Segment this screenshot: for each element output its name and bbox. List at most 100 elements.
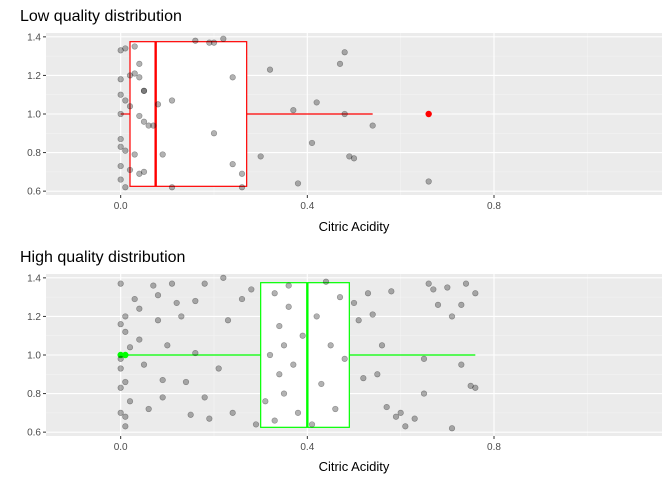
data-point bbox=[374, 371, 381, 378]
data-point bbox=[290, 361, 297, 368]
data-point bbox=[154, 292, 162, 299]
x-tick-label: 0.0 bbox=[114, 201, 128, 212]
data-point bbox=[280, 390, 288, 397]
data-point bbox=[126, 398, 134, 405]
data-point bbox=[206, 415, 213, 422]
x-tick-label: 0.4 bbox=[300, 201, 314, 212]
data-point bbox=[238, 295, 246, 303]
data-point bbox=[159, 376, 166, 384]
data-point bbox=[467, 382, 474, 389]
data-point bbox=[294, 180, 302, 187]
data-point bbox=[117, 365, 124, 372]
data-point bbox=[117, 143, 124, 150]
data-point bbox=[397, 409, 404, 416]
data-point bbox=[122, 147, 129, 154]
data-point bbox=[434, 301, 442, 308]
box-iqr bbox=[129, 41, 248, 187]
data-point bbox=[257, 153, 264, 160]
data-point bbox=[271, 417, 278, 424]
y-tick-label: 1.2 bbox=[27, 71, 41, 82]
data-point bbox=[117, 355, 124, 362]
data-point bbox=[360, 375, 367, 382]
data-point bbox=[201, 394, 208, 401]
data-point bbox=[220, 274, 227, 281]
data-point bbox=[229, 74, 236, 81]
x-axis-title-high: Citric Acidity bbox=[319, 459, 390, 474]
data-point bbox=[341, 110, 348, 118]
data-point bbox=[117, 47, 124, 54]
x-tick-label: 0.0 bbox=[114, 442, 128, 453]
data-point bbox=[355, 317, 362, 324]
data-point bbox=[392, 413, 400, 420]
data-point bbox=[350, 155, 358, 162]
outlier-point bbox=[122, 351, 129, 359]
y-tick-label: 0.8 bbox=[27, 389, 41, 400]
data-point bbox=[117, 135, 124, 143]
data-point bbox=[458, 361, 465, 368]
data-point bbox=[117, 280, 124, 287]
data-point bbox=[271, 290, 278, 297]
data-point bbox=[122, 423, 129, 430]
data-point bbox=[210, 39, 218, 46]
data-point bbox=[388, 288, 395, 295]
data-point bbox=[126, 72, 134, 79]
data-point bbox=[308, 421, 316, 428]
data-point bbox=[210, 130, 218, 137]
data-point bbox=[140, 361, 148, 368]
data-point bbox=[159, 151, 166, 158]
axes-high: 0.6 0.8 1.0 1.2 1.4 0.0 0.4 0.8 bbox=[27, 273, 501, 453]
data-point bbox=[140, 87, 148, 94]
data-point bbox=[327, 342, 334, 349]
data-point bbox=[117, 91, 124, 98]
x-tick-label: 0.8 bbox=[487, 201, 501, 212]
data-point bbox=[402, 423, 409, 430]
data-point bbox=[313, 99, 320, 106]
data-point bbox=[136, 112, 143, 120]
data-point bbox=[192, 37, 199, 44]
data-point bbox=[229, 409, 236, 416]
data-point bbox=[430, 286, 437, 293]
data-point bbox=[332, 405, 339, 413]
data-point bbox=[117, 162, 124, 170]
y-tick-label: 0.6 bbox=[27, 428, 41, 439]
data-point bbox=[215, 365, 222, 372]
data-point bbox=[150, 282, 157, 289]
data-point bbox=[341, 355, 348, 362]
panel-low-quality: Low quality distribution 0.6 0.8 1.0 1.2 1.4… bbox=[20, 8, 662, 234]
marks-low bbox=[117, 35, 432, 191]
y-tick-label: 0.8 bbox=[27, 148, 41, 159]
data-point bbox=[313, 313, 320, 320]
data-point bbox=[140, 87, 148, 94]
chart-title-high: High quality distribution bbox=[20, 249, 185, 266]
data-point bbox=[290, 107, 297, 114]
data-point bbox=[448, 425, 456, 432]
data-point bbox=[369, 122, 376, 129]
data-point bbox=[117, 76, 124, 83]
data-point bbox=[383, 403, 390, 411]
data-point bbox=[444, 284, 451, 291]
data-point bbox=[462, 280, 470, 287]
data-point bbox=[117, 409, 124, 416]
data-point bbox=[117, 110, 124, 118]
outlier-point bbox=[425, 110, 432, 118]
data-point bbox=[122, 328, 129, 335]
y-tick-label: 1.0 bbox=[27, 351, 41, 362]
data-point bbox=[122, 45, 129, 52]
data-point bbox=[425, 178, 432, 185]
data-point bbox=[341, 49, 348, 56]
data-point bbox=[150, 122, 157, 129]
data-point bbox=[145, 122, 152, 129]
data-point bbox=[187, 411, 194, 418]
data-point bbox=[117, 176, 124, 183]
data-point bbox=[168, 184, 176, 191]
data-point bbox=[131, 70, 138, 77]
data-point bbox=[154, 101, 162, 108]
data-point bbox=[122, 378, 129, 386]
y-tick-label: 1.4 bbox=[27, 32, 41, 43]
data-point bbox=[145, 405, 152, 413]
data-point bbox=[420, 390, 428, 397]
data-point bbox=[280, 342, 288, 349]
chart-title-low: Low quality distribution bbox=[20, 8, 182, 25]
data-point bbox=[229, 161, 236, 168]
data-point bbox=[173, 299, 180, 307]
